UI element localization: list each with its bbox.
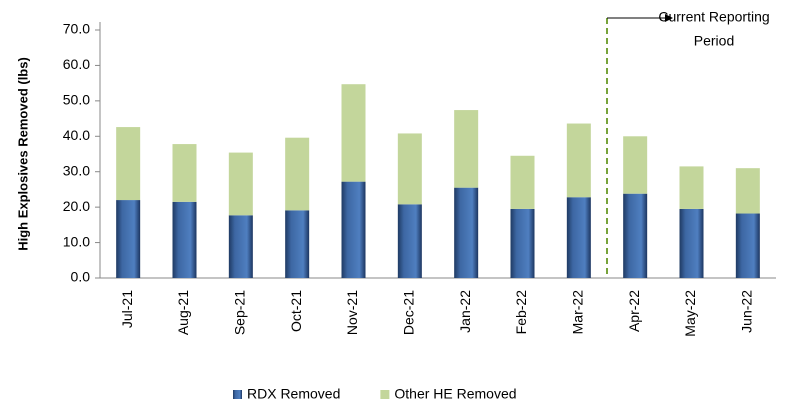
legend-swatch [380, 390, 390, 399]
x-tick-label: Apr-22 [626, 290, 642, 332]
bar-segment [510, 208, 535, 278]
bar-segment [341, 84, 366, 182]
x-tick-label: Aug-21 [175, 290, 191, 335]
x-tick-label: May-22 [682, 290, 698, 337]
bar-segment [397, 133, 422, 205]
bar-segment [454, 187, 479, 278]
y-tick-label: 60.0 [63, 56, 90, 72]
period-arrowhead [665, 14, 673, 22]
x-tick-label: Oct-21 [288, 290, 304, 332]
annotation: Current Reporting [658, 9, 769, 25]
bar-segment [735, 213, 760, 278]
bar-segment [566, 197, 591, 278]
bar-segment [623, 193, 648, 278]
x-tick-label: Nov-21 [344, 290, 360, 335]
bar-segment [116, 127, 141, 201]
y-tick-label: 0.0 [71, 269, 91, 285]
x-tick-label: Sep-21 [232, 290, 248, 335]
bar-segment [735, 168, 760, 214]
y-axis-label: High Explosives Removed (lbs) [15, 57, 30, 251]
bar-segment [454, 110, 479, 188]
bar-segment [285, 210, 310, 278]
bar-segment [623, 136, 648, 194]
legend-swatch [233, 390, 242, 399]
annotation: Period [694, 33, 734, 49]
y-tick-label: 10.0 [63, 233, 90, 249]
bar-segment [341, 181, 366, 278]
bar-segment [172, 144, 197, 202]
bar-segment [510, 155, 535, 209]
bar-segment [116, 200, 141, 278]
bar-segment [172, 201, 197, 278]
y-tick-label: 20.0 [63, 198, 90, 214]
legend-label: Other HE Removed [394, 386, 516, 402]
x-tick-label: Feb-22 [513, 290, 529, 335]
x-tick-label: Jul-21 [119, 290, 135, 328]
y-tick-label: 50.0 [63, 92, 90, 108]
x-tick-label: Mar-22 [570, 290, 586, 335]
y-tick-label: 70.0 [63, 21, 90, 37]
x-tick-label: Jun-22 [739, 290, 755, 333]
bar-segment [679, 166, 704, 209]
bar-segment [228, 152, 253, 216]
bar-segment [566, 123, 591, 198]
bar-segment [397, 204, 422, 278]
y-tick-label: 40.0 [63, 127, 90, 143]
legend-label: RDX Removed [247, 386, 340, 402]
bar-segment [679, 208, 704, 278]
bar-segment [285, 137, 310, 211]
x-tick-label: Dec-21 [401, 290, 417, 335]
x-tick-label: Jan-22 [457, 290, 473, 333]
y-tick-label: 30.0 [63, 162, 90, 178]
bar-segment [228, 215, 253, 278]
